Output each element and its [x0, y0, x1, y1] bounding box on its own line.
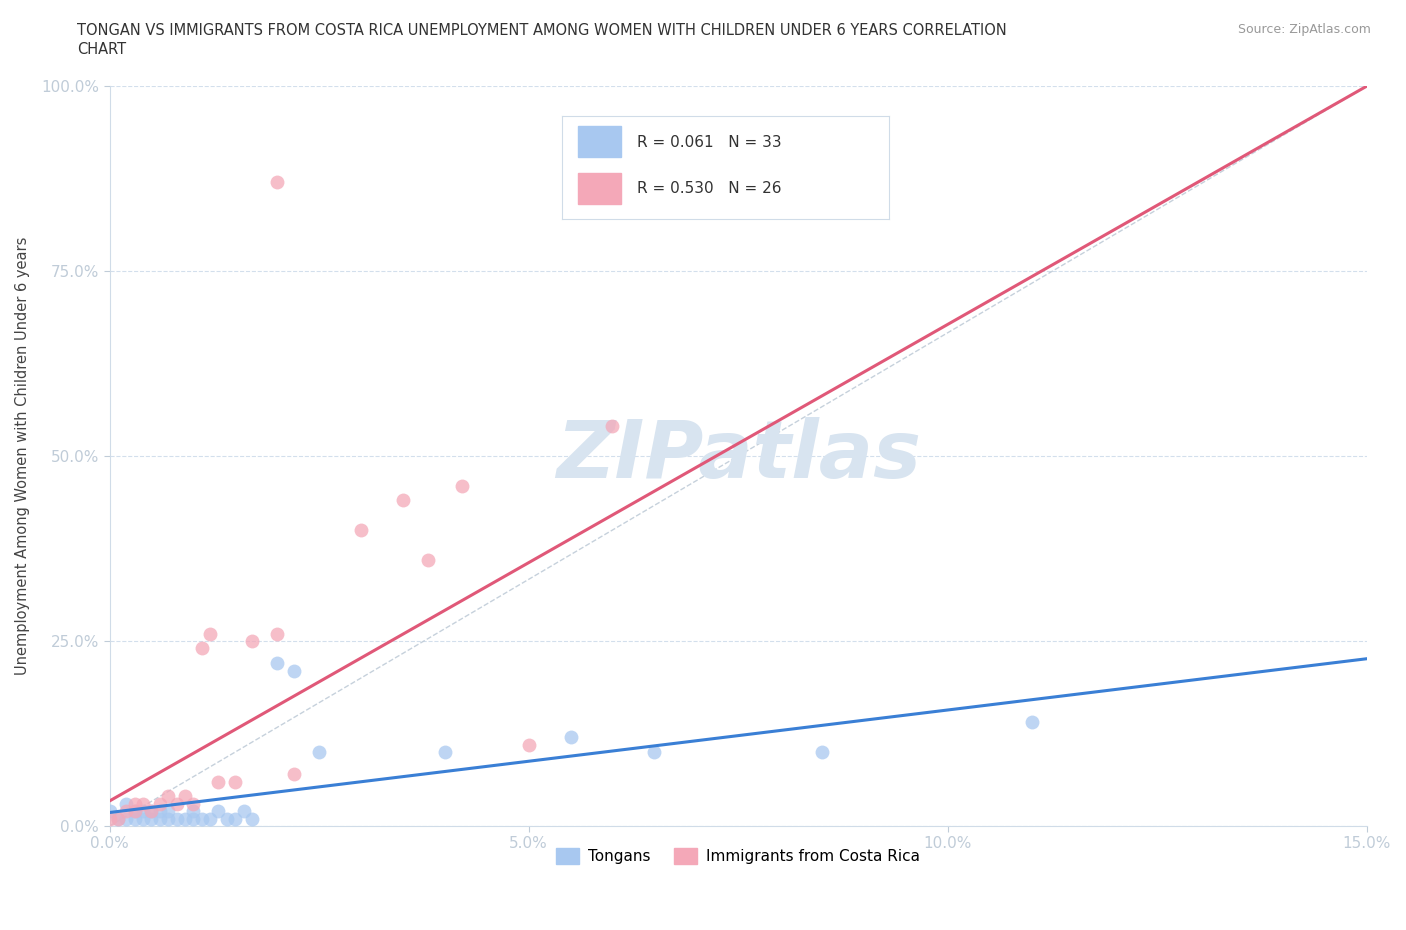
Point — [266, 626, 288, 641]
Legend: Tongans, Immigrants from Costa Rica: Tongans, Immigrants from Costa Rica — [550, 842, 927, 870]
Point — [124, 804, 146, 818]
Text: CHART: CHART — [77, 42, 127, 57]
Point — [266, 656, 288, 671]
Point — [166, 796, 188, 811]
Point — [450, 478, 472, 493]
Point — [183, 811, 205, 826]
Point — [1021, 715, 1043, 730]
Point — [215, 811, 238, 826]
Point — [124, 811, 146, 826]
Point — [149, 804, 172, 818]
Point — [198, 811, 221, 826]
Point — [811, 745, 834, 760]
Text: ZIPatlas: ZIPatlas — [555, 417, 921, 495]
Point — [283, 663, 305, 678]
Text: Source: ZipAtlas.com: Source: ZipAtlas.com — [1237, 23, 1371, 36]
Point — [240, 811, 263, 826]
Point — [433, 745, 456, 760]
Point — [98, 811, 121, 826]
Y-axis label: Unemployment Among Women with Children Under 6 years: Unemployment Among Women with Children U… — [15, 237, 30, 675]
Point — [132, 811, 155, 826]
Point — [124, 796, 146, 811]
Point — [149, 796, 172, 811]
Point — [602, 419, 624, 434]
Point — [224, 811, 246, 826]
Point — [308, 745, 330, 760]
Point — [207, 774, 229, 789]
Point — [157, 804, 180, 818]
Point — [183, 804, 205, 818]
Point — [141, 804, 163, 818]
Point — [643, 745, 665, 760]
Point — [190, 641, 212, 656]
Point — [132, 804, 155, 818]
Point — [124, 804, 146, 818]
Point — [392, 493, 415, 508]
Point — [174, 789, 197, 804]
Point — [132, 796, 155, 811]
Point — [107, 811, 129, 826]
Point — [240, 633, 263, 648]
Point — [141, 804, 163, 818]
Text: TONGAN VS IMMIGRANTS FROM COSTA RICA UNEMPLOYMENT AMONG WOMEN WITH CHILDREN UNDE: TONGAN VS IMMIGRANTS FROM COSTA RICA UNE… — [77, 23, 1007, 38]
Point — [183, 796, 205, 811]
Point — [98, 804, 121, 818]
Point — [190, 811, 212, 826]
Point — [157, 811, 180, 826]
Point — [141, 811, 163, 826]
Point — [416, 552, 439, 567]
Point — [224, 774, 246, 789]
Point — [115, 811, 138, 826]
Point — [283, 766, 305, 781]
Point — [517, 737, 540, 752]
Point — [198, 626, 221, 641]
Point — [115, 796, 138, 811]
Point — [350, 523, 373, 538]
Point — [560, 730, 582, 745]
Point — [149, 811, 172, 826]
Point — [166, 811, 188, 826]
Point — [157, 789, 180, 804]
Point — [107, 811, 129, 826]
Point — [266, 175, 288, 190]
Point — [174, 811, 197, 826]
Point — [207, 804, 229, 818]
Point — [232, 804, 254, 818]
Point — [115, 804, 138, 818]
